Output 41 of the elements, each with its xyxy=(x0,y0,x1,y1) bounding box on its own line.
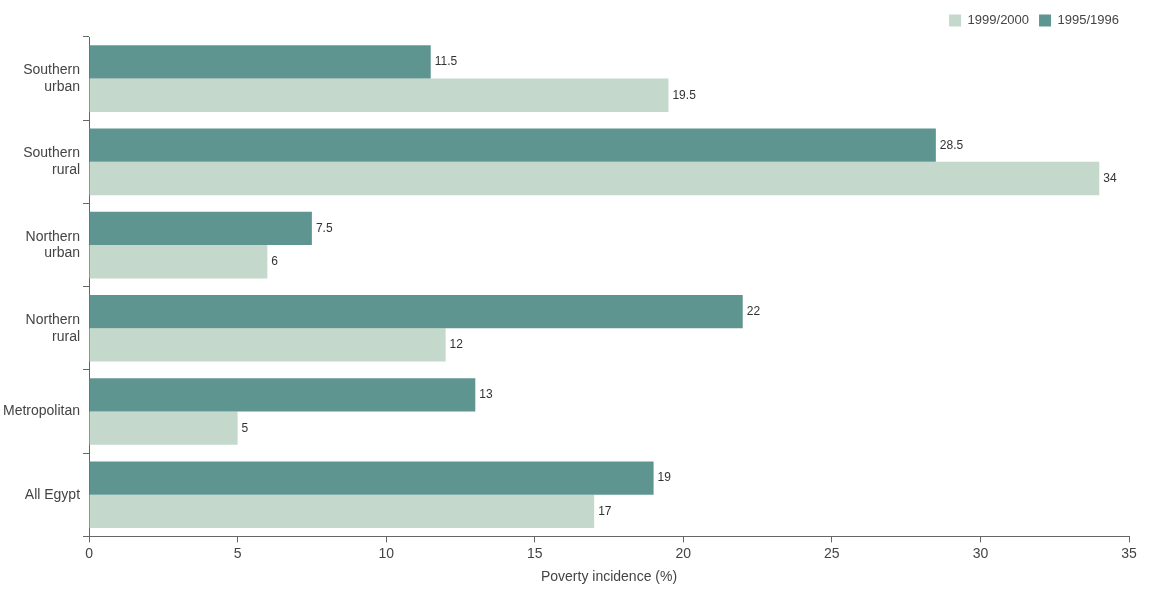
x-tick-label: 35 xyxy=(1121,544,1137,561)
y-tick-label: Northern rural xyxy=(25,310,81,344)
data-label: 12 xyxy=(449,337,464,352)
x-tick-label: 15 xyxy=(526,544,543,561)
bar xyxy=(89,211,312,246)
x-tick-label: 20 xyxy=(675,544,692,561)
y-tick-label: Northern urban xyxy=(25,227,81,261)
data-label: 7.5 xyxy=(315,220,333,235)
data-label: 28.5 xyxy=(939,137,964,152)
x-tick-label: 25 xyxy=(824,544,840,561)
bar xyxy=(89,45,431,79)
y-tick-label: Southern urban xyxy=(23,61,81,94)
legend-label: 1995/1996 xyxy=(1057,12,1119,28)
bar xyxy=(89,328,446,362)
bar xyxy=(89,378,476,412)
bar xyxy=(89,295,743,329)
bar xyxy=(89,461,654,495)
data-label: 22 xyxy=(746,303,761,318)
x-tick-label: 0 xyxy=(85,544,94,561)
x-tick-label: 30 xyxy=(972,544,989,561)
bar xyxy=(89,411,238,445)
data-label: 19.5 xyxy=(672,87,697,102)
bar xyxy=(89,78,669,112)
data-label: 5 xyxy=(241,420,249,435)
data-label: 11.5 xyxy=(434,54,458,69)
y-tick-label: All Egypt xyxy=(24,485,81,502)
x-axis-title: Poverty incidence (%) xyxy=(540,568,678,585)
data-label: 6 xyxy=(271,254,279,269)
x-tick-label: 10 xyxy=(378,544,395,561)
data-label: 34 xyxy=(1103,170,1117,185)
data-label: 13 xyxy=(479,387,493,402)
bar xyxy=(89,245,268,279)
data-label: 17 xyxy=(598,503,612,518)
y-tick-label: Southern rural xyxy=(23,144,81,178)
y-tick-label: Metropolitan xyxy=(2,402,81,419)
bar xyxy=(89,161,1100,196)
legend-label: 1999/2000 xyxy=(967,12,1030,28)
bar xyxy=(89,494,595,529)
bar xyxy=(89,128,936,162)
data-label: 19 xyxy=(657,470,672,485)
x-tick-label: 5 xyxy=(233,544,242,561)
